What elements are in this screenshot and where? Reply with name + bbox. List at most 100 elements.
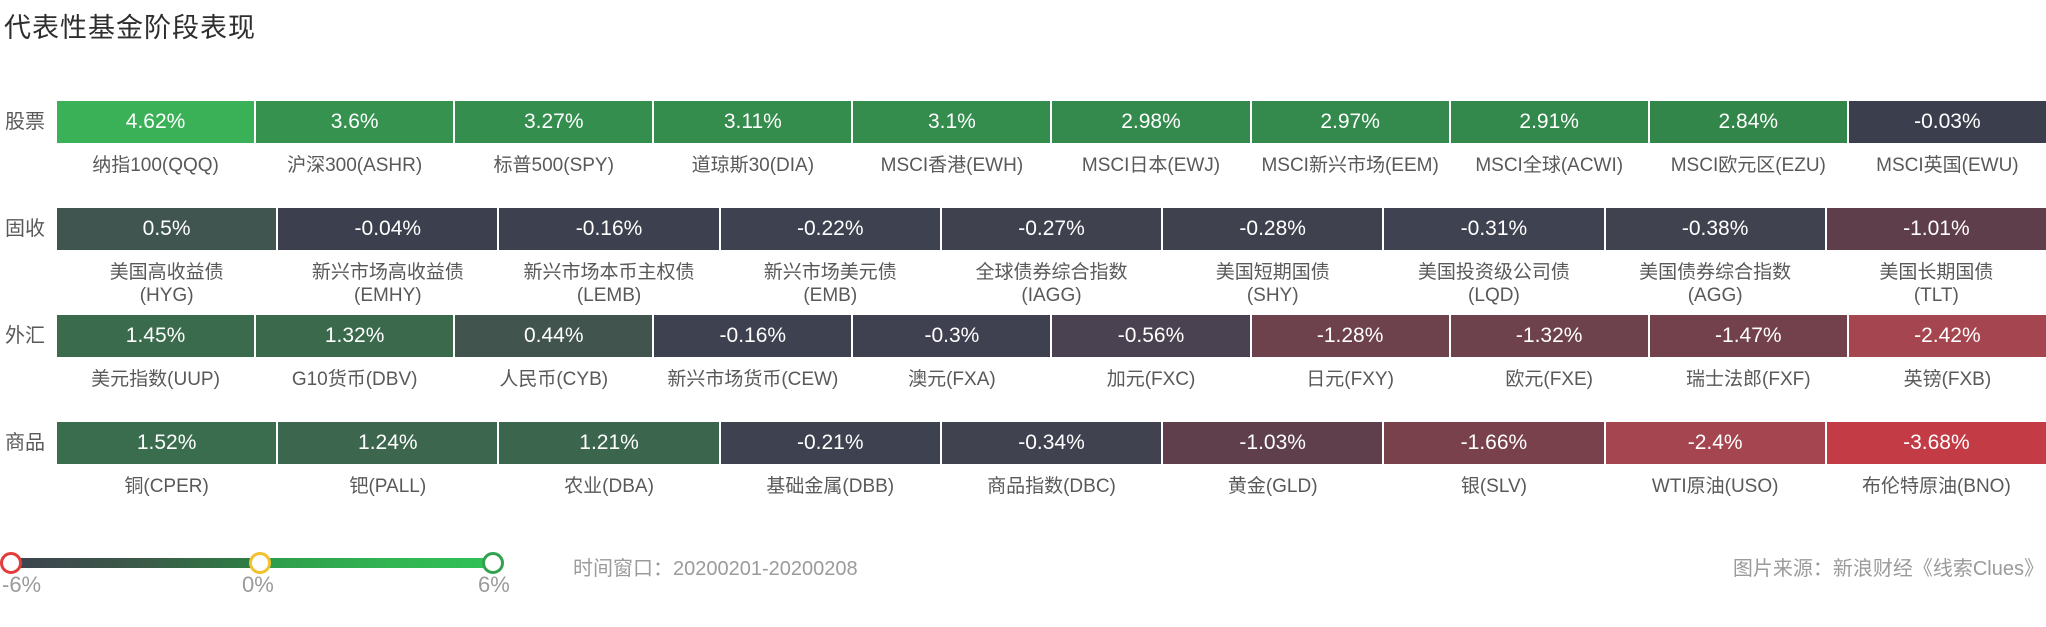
fund-cell: -2.4% WTI原油(USO) [1605, 422, 1825, 498]
performance-value-bar: -1.28% [1251, 315, 1449, 357]
fund-name-line: 农业(DBA) [564, 476, 654, 497]
fund-name-line: (SHY) [1246, 285, 1299, 306]
fund-cell: 3.1% MSCI香港(EWH) [853, 101, 1051, 177]
fund-name-line: 加元(FXC) [1106, 369, 1196, 390]
fund-name-line: (IAGG) [1021, 285, 1082, 306]
fund-cell: 1.52% 铜(CPER) [57, 422, 277, 498]
performance-value-bar: -0.31% [1384, 208, 1604, 250]
fund-name-label: 英镑(FXB) [1849, 368, 2046, 391]
color-scale-slider: -6% 0% 6% [0, 540, 520, 610]
fund-cell: -0.22% 新兴市场美元债 (EMB) [720, 208, 940, 307]
fund-name-label: 纳指100(QQQ) [57, 154, 254, 177]
fund-name-line: 新兴市场美元债 [763, 262, 897, 283]
performance-value-bar: -1.32% [1450, 315, 1648, 357]
fund-name-label: 美国债券综合指数 (AGG) [1606, 261, 1825, 307]
asset-row: 固收 0.5% 美国高收益债 (HYG) -0.04% 新兴市场高收益债 (EMHY) -0.… [0, 208, 2046, 307]
fund-name-label: 银(SLV) [1384, 475, 1603, 498]
fund-name-label: MSCI英国(EWU) [1849, 154, 2046, 177]
fund-name-line: 欧元(FXE) [1505, 369, 1593, 390]
fund-name-label: 黄金(GLD) [1163, 475, 1382, 498]
slider-handle-max[interactable] [482, 552, 504, 574]
fund-cell: 2.97% MSCI新兴市场(EEM) [1251, 101, 1449, 177]
fund-name-line: (TLT) [1913, 285, 1959, 306]
performance-value-bar: 1.45% [57, 315, 255, 357]
fund-name-line: (EMB) [803, 285, 858, 306]
performance-value-bar: -0.22% [720, 208, 940, 250]
image-source-label: 图片来源：新浪财经《线索Clues》 [1732, 558, 2044, 580]
row-cells: 1.52% 铜(CPER) 1.24% 钯(PALL) 1.21% 农业(DBA) -0.2… [57, 422, 2046, 498]
fund-cell: -0.16% 新兴市场货币(CEW) [654, 315, 852, 391]
performance-value-bar: 2.91% [1450, 101, 1648, 143]
fund-cell: 0.5% 美国高收益债 (HYG) [57, 208, 277, 307]
performance-value-bar: 0.5% [57, 208, 277, 250]
fund-name-line: MSCI全球(ACWI) [1475, 155, 1624, 176]
fund-cell: -1.28% 日元(FXY) [1251, 315, 1449, 391]
fund-name-line: 基础金属(DBB) [766, 476, 895, 497]
fund-name-label: 标普500(SPY) [455, 154, 652, 177]
fund-name-label: 基础金属(DBB) [721, 475, 940, 498]
fund-cell: 2.84% MSCI欧元区(EZU) [1649, 101, 1847, 177]
fund-name-label: 澳元(FXA) [853, 368, 1050, 391]
footer: -6% 0% 6% 时间窗口：20200201-20200208 图片来源：新浪… [0, 540, 2046, 610]
fund-name-line: 美国投资级公司债 [1417, 262, 1570, 283]
performance-value-bar: 3.6% [256, 101, 454, 143]
fund-cell: 1.32% G10货币(DBV) [256, 315, 454, 391]
fund-name-label: 新兴市场高收益债 (EMHY) [278, 261, 497, 307]
fund-name-line: 美国短期国债 [1215, 262, 1330, 283]
asset-row: 股票 4.62% 纳指100(QQQ) 3.6% 沪深300(ASHR) 3.27% 标普5… [0, 101, 2046, 177]
fund-name-line: 全球债券综合指数 [975, 262, 1128, 283]
scale-max-label: 6% [478, 572, 510, 597]
row-category-label: 固收 [5, 218, 45, 240]
fund-cell: -0.16% 新兴市场本币主权债 (LEMB) [499, 208, 719, 307]
fund-name-label: 美元指数(UUP) [57, 368, 254, 391]
fund-cell: -0.56% 加元(FXC) [1052, 315, 1250, 391]
fund-name-label: MSCI香港(EWH) [853, 154, 1050, 177]
fund-name-line: MSCI香港(EWH) [880, 155, 1024, 176]
fund-name-line: WTI原油(USO) [1651, 476, 1779, 497]
page-title: 代表性基金阶段表现 [4, 13, 256, 43]
fund-name-label: G10货币(DBV) [256, 368, 453, 391]
fund-name-label: 美国长期国债 (TLT) [1827, 261, 2046, 307]
fund-name-line: 铜(CPER) [124, 476, 209, 497]
fund-name-line: 道琼斯30(DIA) [691, 155, 815, 176]
fund-name-label: MSCI新兴市场(EEM) [1252, 154, 1449, 177]
performance-value-bar: 3.11% [654, 101, 852, 143]
fund-name-label: 美国投资级公司债 (LQD) [1384, 261, 1603, 307]
fund-cell: 2.91% MSCI全球(ACWI) [1450, 101, 1648, 177]
fund-cell: -0.04% 新兴市场高收益债 (EMHY) [278, 208, 498, 307]
performance-value-bar: 0.44% [455, 315, 653, 357]
time-window-label: 时间窗口：20200201-20200208 [573, 558, 858, 580]
fund-name-label: 人民币(CYB) [455, 368, 652, 391]
fund-name-line: (HYG) [139, 285, 194, 306]
performance-value-bar: -3.68% [1826, 422, 2046, 464]
fund-cell: -0.27% 全球债券综合指数 (IAGG) [941, 208, 1162, 307]
asset-rows-container: 股票 4.62% 纳指100(QQQ) 3.6% 沪深300(ASHR) 3.27% 标普5… [0, 101, 2046, 498]
performance-value-bar: -0.56% [1052, 315, 1250, 357]
performance-value-bar: -0.34% [941, 422, 1162, 464]
performance-value-bar: -0.21% [720, 422, 940, 464]
fund-cell: -1.66% 银(SLV) [1384, 422, 1604, 498]
asset-row: 商品 1.52% 铜(CPER) 1.24% 钯(PALL) 1.21% 农业(DBA) -0… [0, 422, 2046, 498]
fund-cell: 0.44% 人民币(CYB) [455, 315, 653, 391]
fund-cell: -1.01% 美国长期国债 (TLT) [1826, 208, 2046, 307]
fund-name-line: MSCI欧元区(EZU) [1670, 155, 1826, 176]
fund-name-label: 美国短期国债 (SHY) [1163, 261, 1382, 307]
performance-value-bar: 1.24% [278, 422, 498, 464]
performance-value-bar: -1.01% [1826, 208, 2046, 250]
slider-handle-min[interactable] [0, 552, 22, 574]
performance-value-bar: 4.62% [57, 101, 255, 143]
fund-name-label: 日元(FXY) [1252, 368, 1449, 391]
performance-value-bar: -2.4% [1605, 422, 1825, 464]
fund-name-label: 钯(PALL) [278, 475, 497, 498]
fund-name-line: 钯(PALL) [349, 476, 427, 497]
performance-value-bar: -0.16% [654, 315, 852, 357]
fund-name-label: 农业(DBA) [499, 475, 718, 498]
fund-name-line: (AGG) [1687, 285, 1743, 306]
slider-handle-mid[interactable] [249, 552, 271, 574]
fund-name-line: 黄金(GLD) [1227, 476, 1318, 497]
fund-cell: 3.27% 标普500(SPY) [455, 101, 653, 177]
fund-name-label: MSCI欧元区(EZU) [1650, 154, 1847, 177]
fund-cell: -0.28% 美国短期国债 (SHY) [1163, 208, 1383, 307]
fund-name-line: 商品指数(DBC) [987, 476, 1116, 497]
fund-name-line: 银(SLV) [1460, 476, 1527, 497]
